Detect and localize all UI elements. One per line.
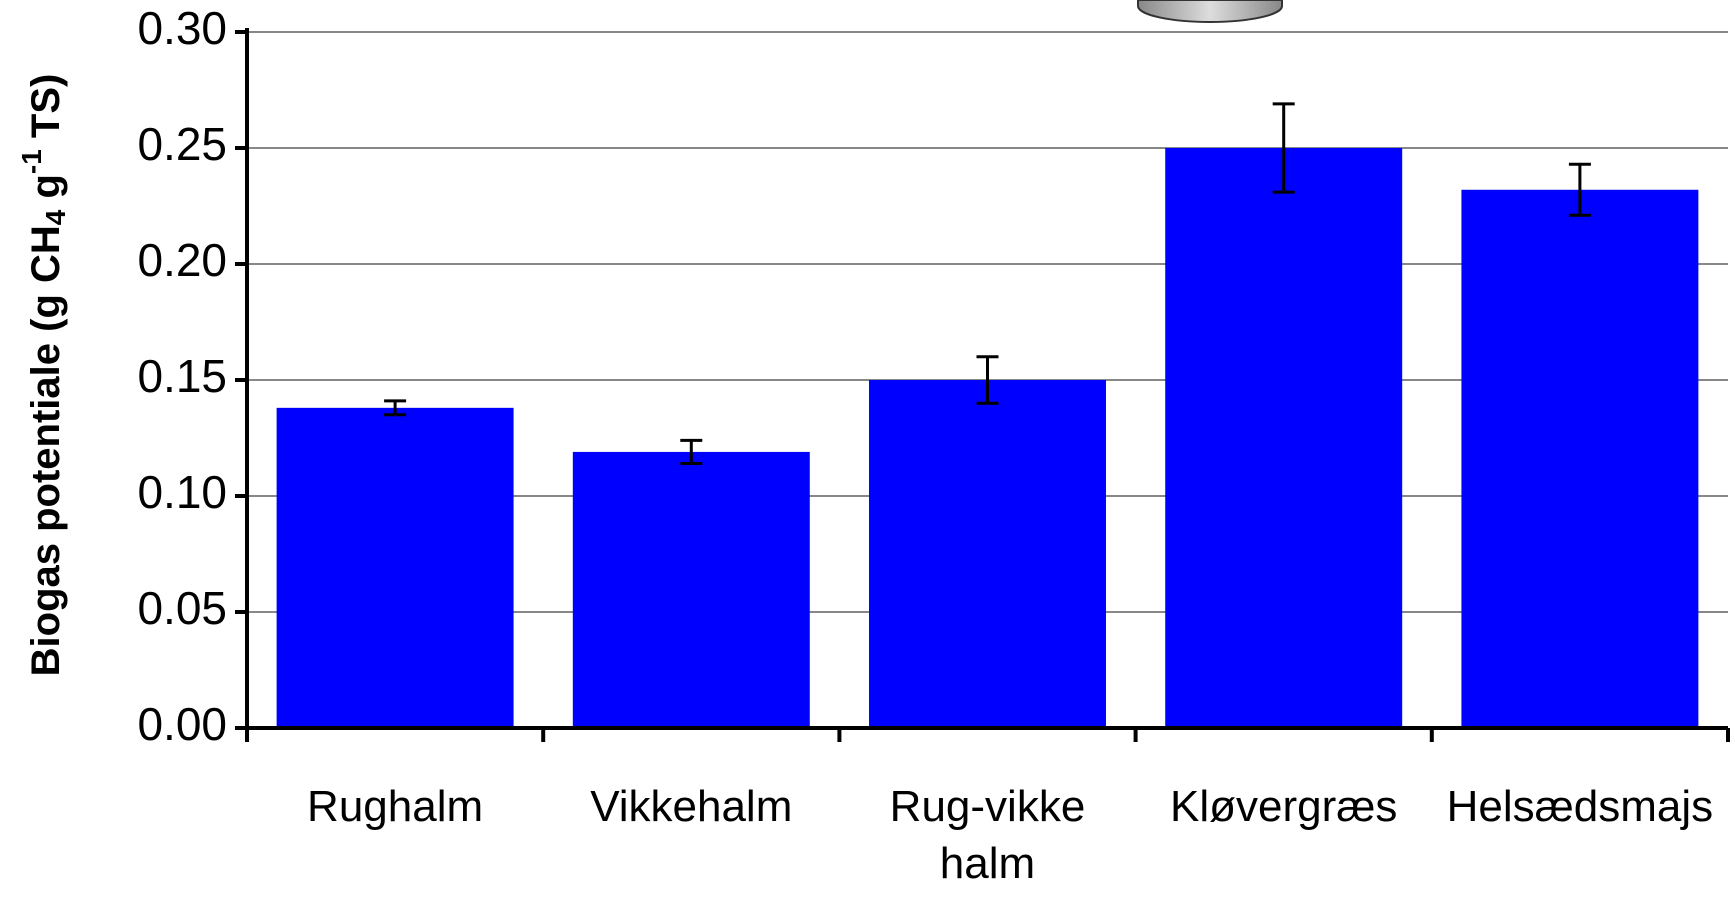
y-label-part: g [24,174,68,210]
bar [869,380,1106,728]
decoration [1137,0,1283,23]
x-tick-label-box: Vikkehalm [590,782,793,831]
bar [1165,148,1403,728]
x-tick-label: Rughalm [307,782,484,831]
y-tick-label: 0.20 [137,234,227,286]
bar [572,451,810,728]
bar [276,407,514,728]
y-tick-label: 0.05 [137,582,227,634]
y-label-sup: -1 [16,149,47,174]
x-tick-label-box: Helsædsmajs [1446,782,1714,831]
x-tick-label-box: Kløvergræs [1170,782,1398,831]
x-tick-label: Vikkehalm [590,782,793,831]
y-tick-label: 0.15 [137,350,227,402]
x-tick-label: Rug-vikke halm [889,782,1086,889]
y-axis-label: Biogas potentiale (g CH4 g-1 TS) [16,74,71,677]
y-label-part: TS) [24,74,68,150]
y-tick-label: 0.25 [137,118,227,170]
x-tick-label-box: Rug-vikke halm [889,782,1086,889]
y-tick-label: 0.00 [137,698,227,750]
y-tick-label: 0.30 [137,2,227,54]
y-tick-label: 0.10 [137,466,227,518]
x-tick-label: Helsædsmajs [1446,782,1714,831]
bar [1461,189,1699,728]
y-label-part: Biogas potentiale (g CH [24,225,68,676]
x-tick-label-box: Rughalm [307,782,484,831]
y-label-sub: 4 [40,209,71,225]
x-tick-label: Kløvergræs [1170,782,1398,831]
